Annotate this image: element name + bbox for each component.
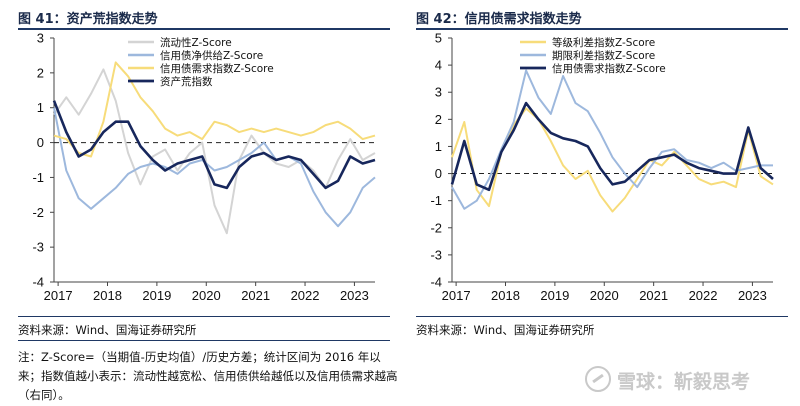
x-tick-label: 2017	[44, 288, 73, 303]
y-tick-label: 4	[435, 58, 442, 73]
y-tick-label: 0	[37, 135, 44, 150]
x-tick-label: 2017	[442, 288, 471, 303]
y-tick-label: 2	[37, 65, 44, 80]
x-tick-label: 2021	[241, 288, 270, 303]
footnote: 注：Z-Score=（当期值-历史均值）/历史方差；统计区间为 2016 年以来…	[18, 350, 398, 402]
watermark-text: 雪球：靳毅思考	[617, 371, 751, 393]
legend-label-2: 信用债需求指数Z-Score	[160, 62, 274, 75]
series-line-3	[52, 100, 376, 190]
y-tick-label: 3	[37, 31, 44, 46]
series-line-1	[451, 69, 773, 210]
y-tick-label: 1	[435, 139, 442, 154]
y-tick-label: 5	[435, 31, 442, 46]
series-line-2	[450, 101, 774, 192]
legend-label-3: 资产荒指数	[160, 75, 213, 88]
y-tick-label: -4	[430, 275, 442, 290]
legend-label-2: 信用债需求指数Z-Score	[552, 62, 666, 75]
x-tick-label: 2018	[491, 288, 520, 303]
y-tick-label: 1	[37, 100, 44, 115]
x-tick-label: 2020	[590, 288, 619, 303]
x-tick-label: 2020	[192, 288, 221, 303]
y-tick-label: -4	[32, 275, 44, 290]
x-tick-label: 2022	[291, 288, 320, 303]
x-tick-label: 2018	[93, 288, 122, 303]
source-separator-rule	[18, 340, 390, 341]
series-line-0	[53, 68, 376, 235]
x-tick-label: 2019	[142, 288, 171, 303]
y-tick-label: -3	[32, 240, 44, 255]
x-tick-label: 2023	[738, 288, 767, 303]
figure-42-bottom-rule	[416, 316, 788, 317]
legend-label-1: 期限利差指数Z-Score	[552, 49, 655, 62]
x-tick-label: 2021	[639, 288, 668, 303]
credit-bond-demand-index-chart: -4 -3 -2 -1 0 1 2 3 4 5 2017 2018 2019 2020 2021 2022 20…	[430, 31, 774, 303]
x-tick-label: 2022	[689, 288, 718, 303]
figure-42-title: 图 42：信用债需求指数走势	[416, 12, 582, 27]
x-tick-label: 2023	[340, 288, 369, 303]
legend-label-0: 流动性Z-Score	[160, 36, 232, 49]
y-tick-label: 3	[435, 85, 442, 100]
y-tick-label: -1	[32, 170, 44, 185]
x-tick-label: 2019	[540, 288, 569, 303]
figure-41-source: 资料来源：Wind、国海证券研究所	[18, 323, 197, 337]
figure-42-source: 资料来源：Wind、国海证券研究所	[416, 323, 595, 337]
figure-41-title: 图 41：资产荒指数走势	[18, 12, 158, 27]
series-line-2	[53, 61, 376, 158]
series-line-0	[451, 107, 774, 213]
figure-42-title-rule	[416, 28, 788, 30]
asset-shortage-index-chart: -4 -3 -2 -1 0 1 2 3 2017 2018 2019 2020 2021 2022 2023…	[32, 31, 376, 303]
y-tick-label: -2	[430, 220, 442, 235]
y-tick-label: -3	[430, 247, 442, 262]
y-tick-label: -1	[430, 193, 442, 208]
y-tick-label: 0	[435, 166, 442, 181]
series-line-1	[53, 107, 376, 228]
figure-41-bottom-rule	[18, 316, 390, 317]
y-tick-label: 2	[435, 112, 442, 127]
legend-label-0: 等级利差指数Z-Score	[552, 36, 655, 49]
legend-label-1: 信用债净供给Z-Score	[160, 49, 263, 62]
snowball-logo-icon	[585, 366, 611, 392]
watermark: 雪球：靳毅思考	[585, 366, 750, 394]
figure-41-title-rule	[18, 28, 390, 30]
y-tick-label: -2	[32, 205, 44, 220]
